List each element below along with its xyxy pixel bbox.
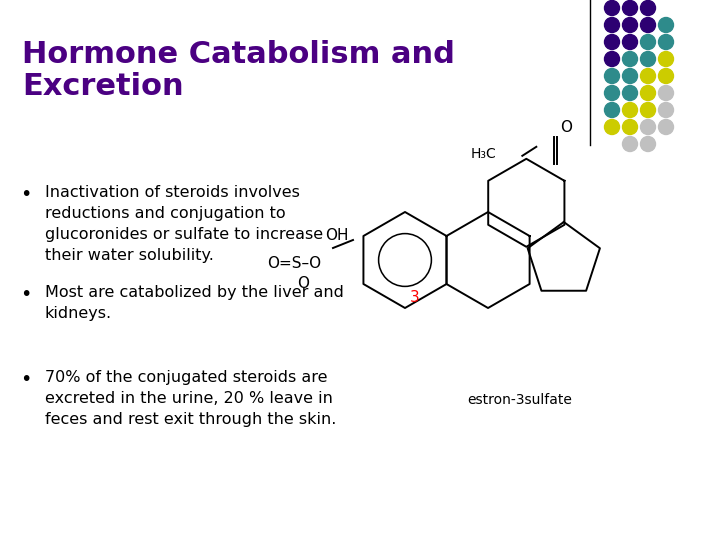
Circle shape	[659, 51, 673, 66]
Circle shape	[641, 35, 655, 50]
Text: 3: 3	[410, 291, 420, 306]
Text: •: •	[20, 370, 32, 389]
Circle shape	[623, 137, 637, 152]
Circle shape	[659, 35, 673, 50]
Circle shape	[605, 103, 619, 118]
Circle shape	[641, 51, 655, 66]
Circle shape	[605, 85, 619, 100]
Circle shape	[605, 69, 619, 84]
Circle shape	[641, 137, 655, 152]
Circle shape	[605, 1, 619, 16]
Circle shape	[605, 17, 619, 32]
Text: Hormone Catabolism and: Hormone Catabolism and	[22, 40, 455, 69]
Circle shape	[659, 69, 673, 84]
Circle shape	[659, 17, 673, 32]
Circle shape	[641, 17, 655, 32]
Text: Inactivation of steroids involves
reductions and conjugation to
glucoronides or : Inactivation of steroids involves reduct…	[45, 185, 323, 263]
Circle shape	[623, 17, 637, 32]
Circle shape	[659, 103, 673, 118]
Circle shape	[641, 69, 655, 84]
Circle shape	[659, 85, 673, 100]
Text: O=S–O: O=S–O	[267, 256, 321, 271]
Circle shape	[605, 51, 619, 66]
Text: 70% of the conjugated steroids are
excreted in the urine, 20 % leave in
feces an: 70% of the conjugated steroids are excre…	[45, 370, 336, 427]
Text: O: O	[297, 276, 309, 291]
Circle shape	[641, 119, 655, 134]
Circle shape	[623, 85, 637, 100]
Text: •: •	[20, 185, 32, 204]
Text: H₃C: H₃C	[471, 147, 496, 161]
Circle shape	[641, 85, 655, 100]
Circle shape	[605, 119, 619, 134]
Text: O: O	[560, 120, 572, 135]
Circle shape	[623, 103, 637, 118]
Circle shape	[623, 69, 637, 84]
Text: Most are catabolized by the liver and
kidneys.: Most are catabolized by the liver and ki…	[45, 285, 344, 321]
Text: Excretion: Excretion	[22, 72, 184, 101]
Circle shape	[623, 1, 637, 16]
Circle shape	[605, 35, 619, 50]
Circle shape	[623, 51, 637, 66]
Circle shape	[659, 119, 673, 134]
Text: •: •	[20, 285, 32, 304]
Text: OH: OH	[325, 228, 349, 244]
Text: estron-3sulfate: estron-3sulfate	[467, 393, 572, 407]
Circle shape	[623, 119, 637, 134]
Circle shape	[641, 1, 655, 16]
Circle shape	[623, 35, 637, 50]
Circle shape	[641, 103, 655, 118]
